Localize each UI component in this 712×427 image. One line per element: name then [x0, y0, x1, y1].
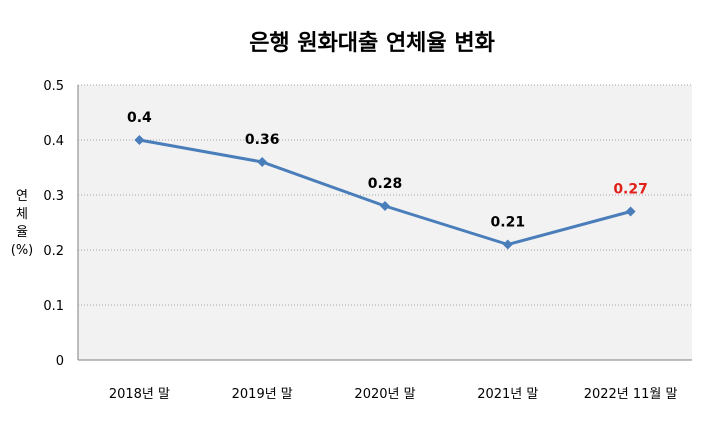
plot-area: [78, 85, 692, 360]
y-tick-label: 0.4: [43, 134, 64, 149]
y-tick-label: 0.1: [43, 299, 64, 314]
y-axis-title-char-3: 율: [16, 225, 28, 240]
data-label: 0.21: [491, 215, 526, 231]
data-point: [134, 135, 145, 145]
grid-lines: [78, 84, 692, 306]
data-label: 0.36: [245, 132, 280, 148]
x-tick-label: 2022년 11월 말: [584, 387, 678, 402]
data-label: 0.28: [368, 176, 403, 192]
data-point: [625, 206, 636, 217]
series-markers: [134, 135, 636, 250]
x-tick-label: 2020년 말: [354, 387, 415, 402]
data-point: [380, 201, 390, 211]
y-axis-title-char-2: 체: [16, 207, 28, 222]
y-tick-label: 0: [56, 354, 64, 369]
y-axis-title: 연 체 율 (%): [11, 189, 34, 258]
y-tick-label: 0.5: [43, 79, 64, 94]
x-tick-label: 2019년 말: [232, 387, 293, 402]
data-point: [257, 157, 268, 167]
x-tick-labels: 2018년 말 2019년 말 2020년 말 2021년 말 2022년 11월 말: [109, 387, 678, 402]
y-axis-title-unit: (%): [11, 243, 34, 258]
data-label: 0.4: [127, 110, 152, 126]
y-tick-labels: 0 0.1 0.2 0.3 0.4 0.5: [43, 79, 64, 369]
x-tick-label: 2021년 말: [477, 387, 538, 402]
x-tick-label: 2018년 말: [109, 387, 170, 402]
data-labels: 0.4 0.36 0.28 0.21 0.27: [127, 110, 648, 231]
data-point: [502, 239, 513, 250]
y-tick-label: 0.3: [43, 189, 64, 204]
chart-title: 은행 원화대출 연체율 변화: [249, 31, 495, 56]
y-axis-title-char-1: 연: [16, 189, 28, 204]
data-label: 0.27: [613, 182, 648, 198]
y-tick-label: 0.2: [43, 244, 64, 259]
